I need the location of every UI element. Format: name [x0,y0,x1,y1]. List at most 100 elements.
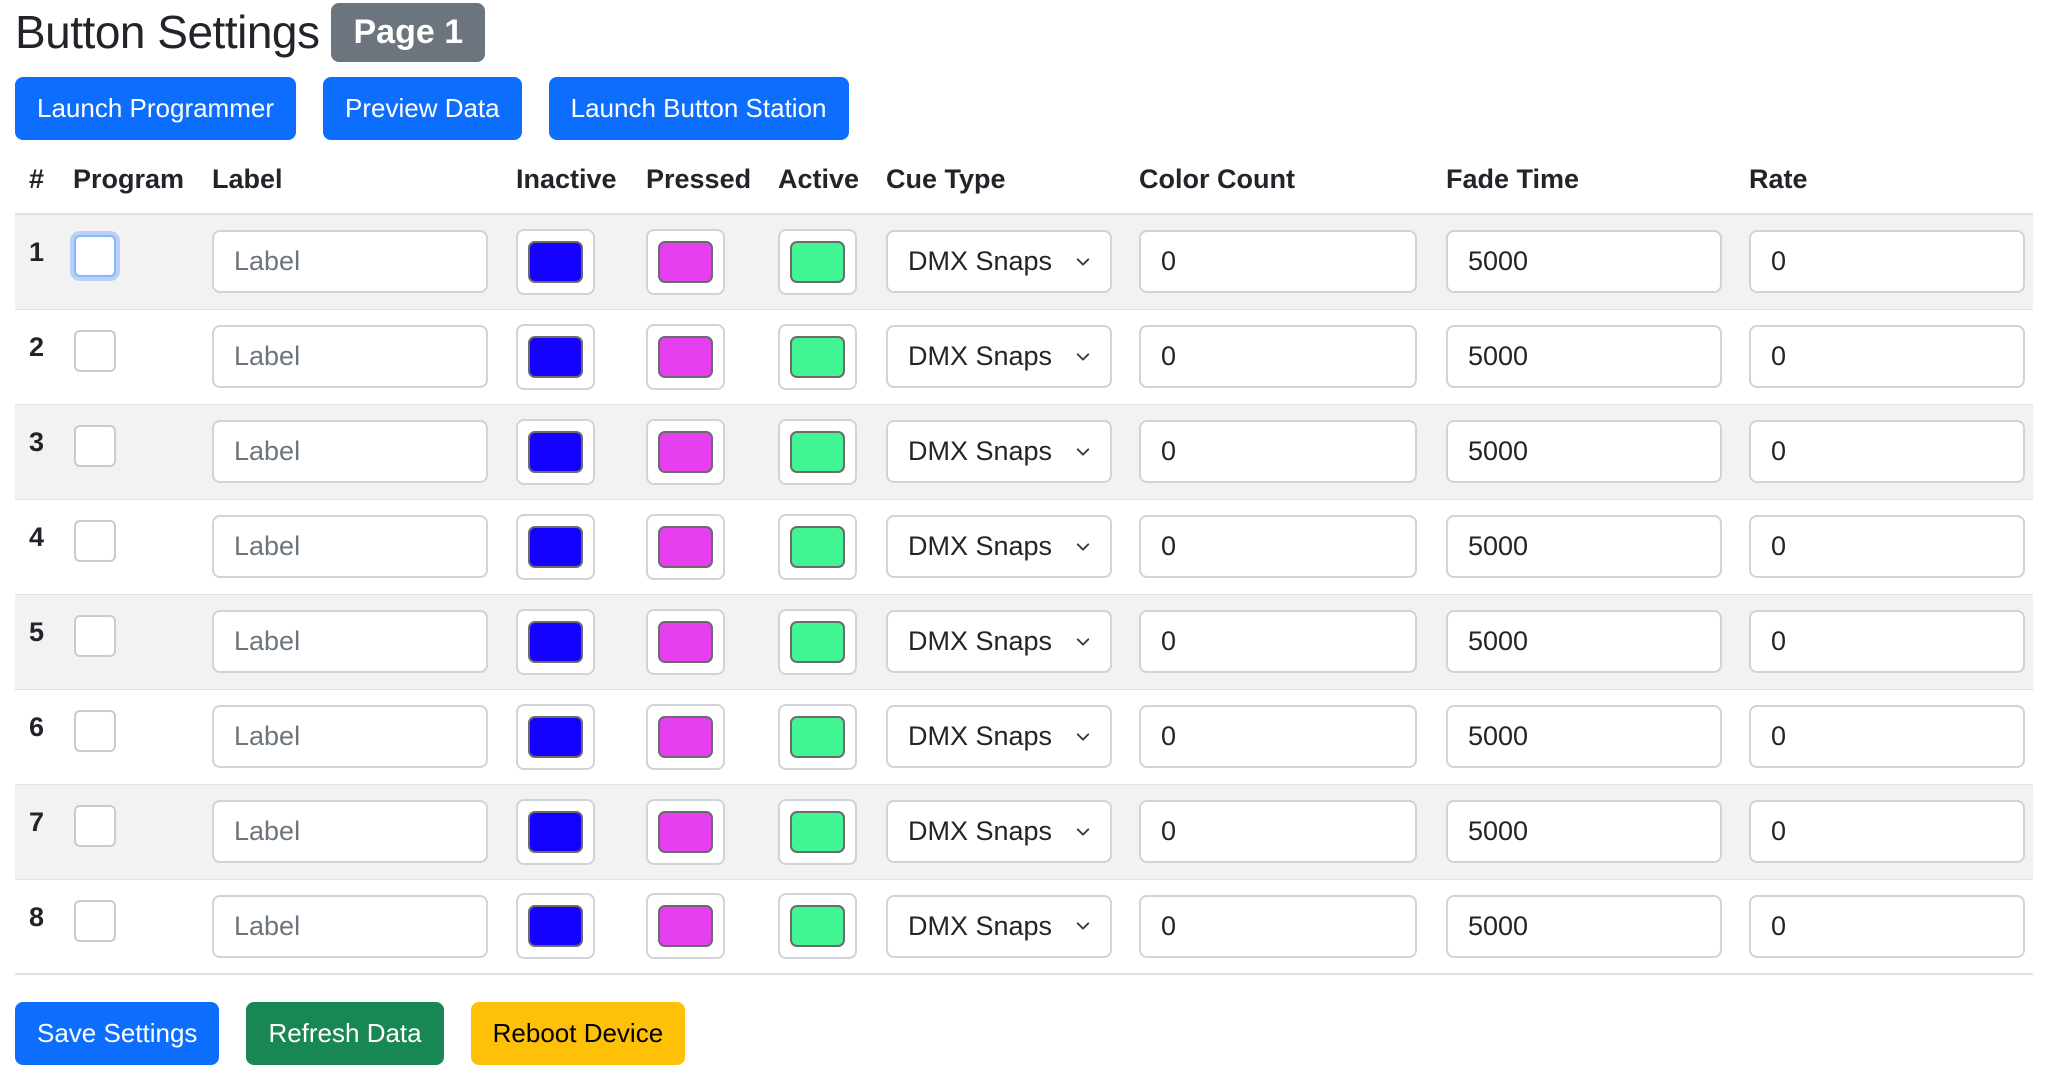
save-settings-button[interactable]: Save Settings [15,1002,220,1065]
rate-input[interactable] [1749,325,2025,388]
reboot-device-button[interactable]: Reboot Device [470,1002,686,1065]
color-count-input[interactable] [1139,420,1417,483]
cue-type-select[interactable]: DMX Snaps [886,800,1112,863]
active-color-picker[interactable] [778,418,857,485]
inactive-color-swatch [528,525,583,568]
rate-input[interactable] [1749,420,2025,483]
rate-input[interactable] [1749,515,2025,578]
pressed-color-picker[interactable] [646,228,725,295]
label-input[interactable] [212,325,488,388]
color-count-input[interactable] [1139,610,1417,673]
pressed-color-picker[interactable] [646,513,725,580]
label-cell [198,499,502,595]
program-checkbox[interactable] [74,709,116,752]
color-count-input[interactable] [1139,705,1417,768]
program-checkbox[interactable] [74,614,116,657]
inactive-color-picker[interactable] [516,608,595,675]
inactive-color-picker[interactable] [516,893,595,960]
inactive-cell [502,309,632,405]
color-count-input[interactable] [1139,894,1417,958]
color-count-input[interactable] [1139,325,1417,388]
active-cell [764,879,872,975]
active-color-picker[interactable] [778,703,857,770]
color-count-input[interactable] [1139,515,1417,578]
pressed-color-picker[interactable] [646,418,725,485]
rate-input[interactable] [1749,894,2025,958]
program-checkbox[interactable] [74,424,116,467]
inactive-color-swatch [528,620,583,663]
pressed-color-picker[interactable] [646,893,725,960]
active-color-swatch [790,240,845,283]
label-input[interactable] [212,800,488,863]
fade-time-input[interactable] [1446,420,1722,483]
active-color-picker[interactable] [778,608,857,675]
pressed-cell [632,214,764,310]
label-input[interactable] [212,420,488,483]
refresh-data-button[interactable]: Refresh Data [246,1002,444,1065]
fade-time-cell [1432,784,1735,880]
cue-type-select[interactable]: DMX Snaps [886,515,1112,578]
row-number: 2 [15,309,59,405]
cue-type-value: DMX Snaps [908,436,1053,466]
active-color-picker[interactable] [778,323,857,390]
fade-time-input[interactable] [1446,515,1722,578]
cue-type-select[interactable]: DMX Snaps [886,420,1112,483]
program-checkbox[interactable] [74,519,116,562]
launch-programmer-button[interactable]: Launch Programmer [15,77,296,140]
fade-time-input[interactable] [1446,705,1722,768]
fade-time-input[interactable] [1446,230,1722,294]
label-input[interactable] [212,515,488,578]
label-cell [198,214,502,310]
fade-time-input[interactable] [1446,894,1722,958]
rate-input[interactable] [1749,230,2025,294]
rate-input[interactable] [1749,800,2025,863]
pressed-color-picker[interactable] [646,323,725,390]
active-color-picker[interactable] [778,228,857,295]
rate-input[interactable] [1749,705,2025,768]
column-header-cue-type: Cue Type [872,145,1125,215]
label-input[interactable] [212,894,488,958]
inactive-color-picker[interactable] [516,703,595,770]
cue-type-select[interactable]: DMX Snaps [886,325,1112,388]
pressed-color-picker[interactable] [646,703,725,770]
program-checkbox[interactable] [74,899,116,942]
cue-type-cell: DMX Snaps [872,404,1125,500]
pressed-color-picker[interactable] [646,608,725,675]
inactive-color-picker[interactable] [516,228,595,295]
chevron-down-icon [1076,637,1090,646]
rate-input[interactable] [1749,610,2025,673]
cue-type-select[interactable]: DMX Snaps [886,230,1112,294]
fade-time-input[interactable] [1446,610,1722,673]
inactive-color-picker[interactable] [516,323,595,390]
rate-cell [1735,594,2033,690]
inactive-color-picker[interactable] [516,798,595,865]
label-input[interactable] [212,705,488,768]
inactive-color-picker[interactable] [516,418,595,485]
rate-cell [1735,689,2033,785]
active-cell [764,784,872,880]
cue-type-select[interactable]: DMX Snaps [886,894,1112,958]
fade-time-input[interactable] [1446,325,1722,388]
label-input[interactable] [212,610,488,673]
active-cell [764,689,872,785]
label-cell [198,689,502,785]
program-checkbox[interactable] [74,329,116,372]
fade-time-input[interactable] [1446,800,1722,863]
color-count-input[interactable] [1139,230,1417,294]
pressed-color-picker[interactable] [646,798,725,865]
label-cell [198,404,502,500]
active-color-picker[interactable] [778,893,857,960]
active-color-picker[interactable] [778,798,857,865]
launch-button-station-button[interactable]: Launch Button Station [548,77,849,140]
active-color-picker[interactable] [778,513,857,580]
program-checkbox[interactable] [74,235,116,277]
program-checkbox[interactable] [74,804,116,847]
color-count-input[interactable] [1139,800,1417,863]
cue-type-select[interactable]: DMX Snaps [886,610,1112,673]
preview-data-button[interactable]: Preview Data [323,77,522,140]
label-input[interactable] [212,230,488,294]
title-row: Button Settings Page 1 [15,0,2033,64]
inactive-color-picker[interactable] [516,513,595,580]
cue-type-select[interactable]: DMX Snaps [886,705,1112,768]
rate-cell [1735,309,2033,405]
